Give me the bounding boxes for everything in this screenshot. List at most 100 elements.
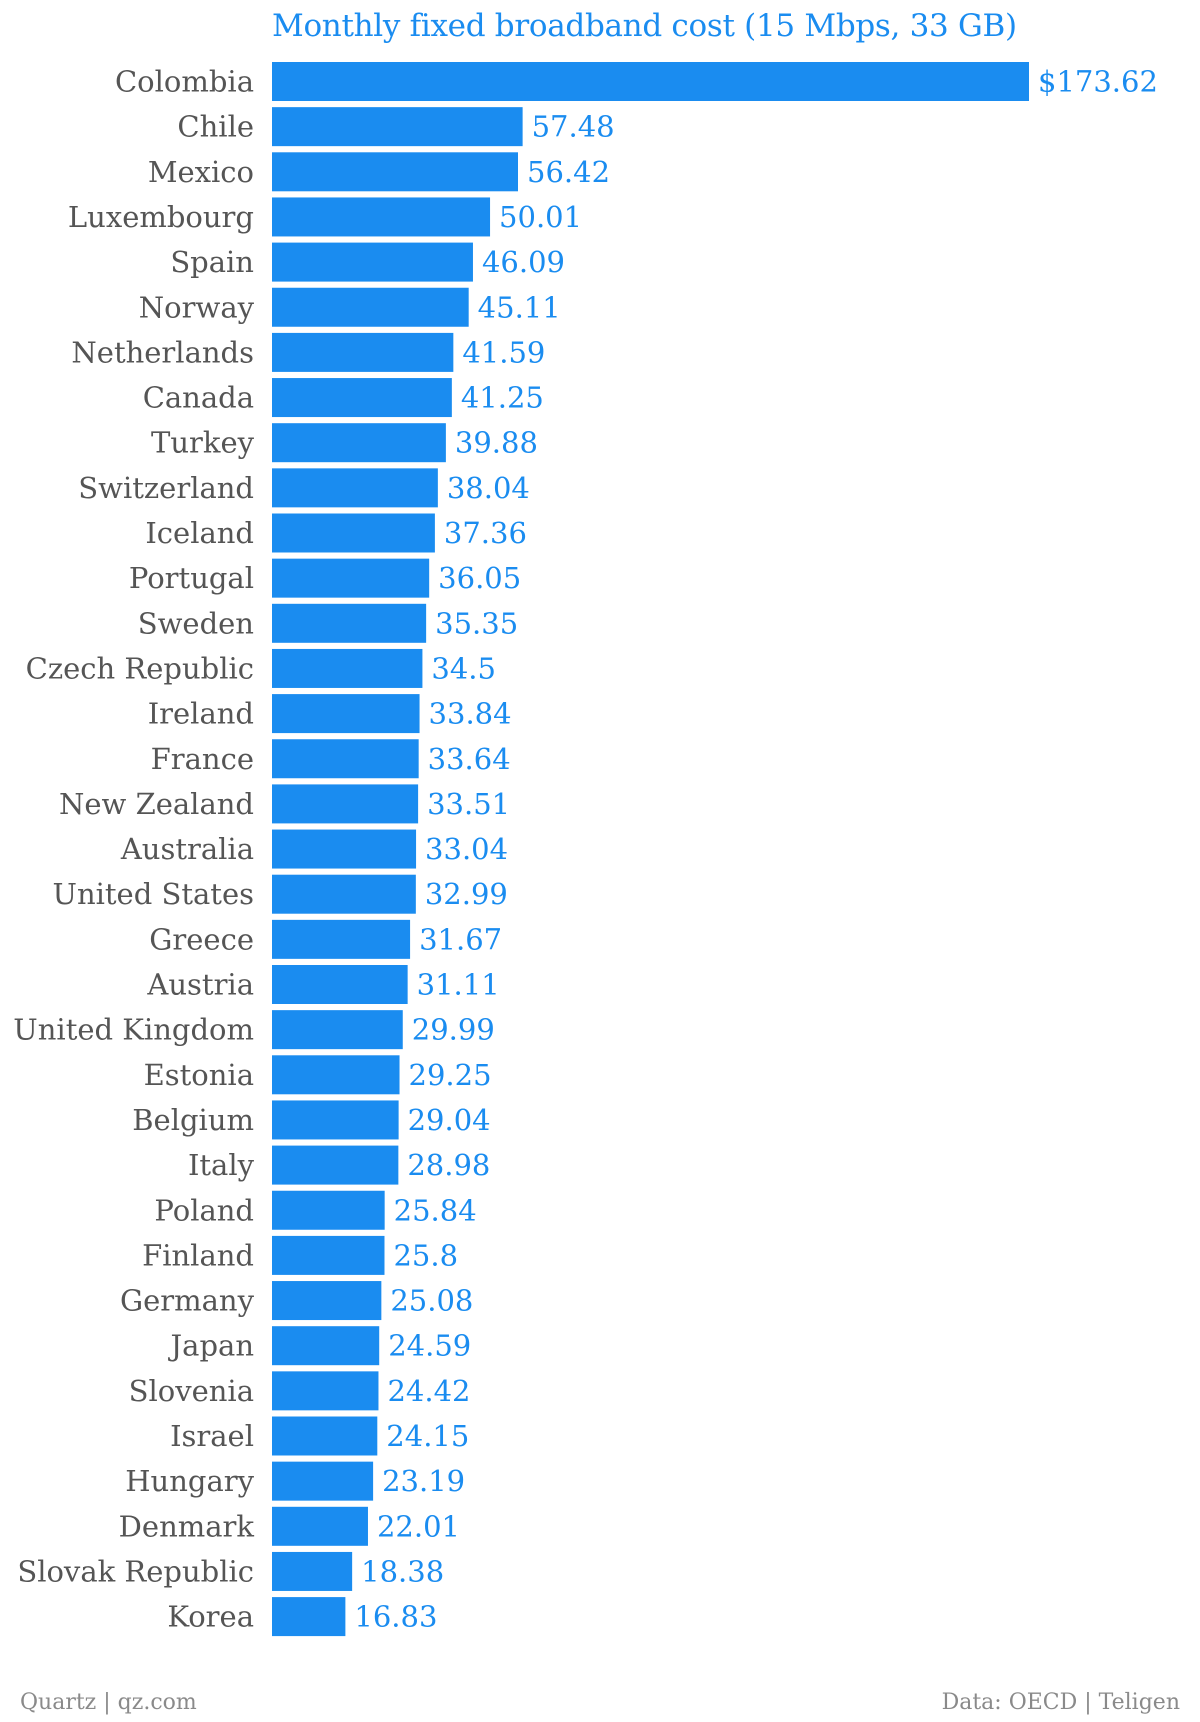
category-label: Turkey bbox=[151, 426, 255, 460]
value-label: 46.09 bbox=[482, 245, 565, 279]
bar-germany bbox=[272, 1281, 382, 1321]
bar-mexico bbox=[272, 152, 518, 192]
value-label: 36.05 bbox=[438, 561, 521, 595]
category-label: New Zealand bbox=[59, 787, 254, 821]
bar-spain bbox=[272, 242, 473, 282]
category-label: Luxembourg bbox=[68, 200, 254, 234]
value-label: 39.88 bbox=[455, 426, 538, 460]
category-label: Estonia bbox=[144, 1058, 254, 1092]
value-label: 28.98 bbox=[407, 1148, 490, 1182]
category-label: Chile bbox=[177, 110, 254, 144]
category-label: Denmark bbox=[119, 1509, 255, 1543]
value-label: 18.38 bbox=[361, 1554, 444, 1588]
bar-israel bbox=[272, 1416, 378, 1456]
value-label: 38.04 bbox=[447, 471, 530, 505]
category-label: Italy bbox=[188, 1148, 255, 1182]
category-label: Japan bbox=[168, 1329, 254, 1363]
category-label: Korea bbox=[167, 1600, 254, 1634]
bar-chile bbox=[272, 107, 523, 147]
category-label: Portugal bbox=[129, 561, 254, 595]
value-label: 35.35 bbox=[435, 606, 518, 640]
category-label: Greece bbox=[149, 922, 254, 956]
value-label: 24.59 bbox=[388, 1329, 471, 1363]
category-label: Canada bbox=[143, 381, 254, 415]
category-label: Belgium bbox=[132, 1103, 254, 1137]
bar-iceland bbox=[272, 513, 435, 553]
value-label: 37.36 bbox=[444, 516, 527, 550]
value-label: 16.83 bbox=[354, 1600, 437, 1634]
value-label: 31.67 bbox=[419, 922, 502, 956]
bar-united-states bbox=[272, 874, 416, 914]
value-label: 29.04 bbox=[408, 1103, 491, 1137]
bar-hungary bbox=[272, 1461, 374, 1501]
bar-switzerland bbox=[272, 468, 438, 508]
value-label: 24.15 bbox=[386, 1419, 469, 1453]
value-label: 25.84 bbox=[394, 1193, 477, 1227]
footer-source-left: Quartz | qz.com bbox=[20, 1690, 197, 1715]
bar-netherlands bbox=[272, 332, 454, 372]
bar-japan bbox=[272, 1326, 380, 1366]
bar-norway bbox=[272, 287, 469, 327]
value-label: 24.42 bbox=[387, 1374, 470, 1408]
category-label: Sweden bbox=[138, 606, 254, 640]
value-label: 31.11 bbox=[417, 968, 500, 1002]
bar-poland bbox=[272, 1190, 385, 1230]
value-label: 41.59 bbox=[462, 335, 545, 369]
bar-slovenia bbox=[272, 1371, 379, 1411]
chart-title: Monthly fixed broadband cost (15 Mbps, 3… bbox=[272, 8, 1017, 44]
bar-greece bbox=[272, 919, 411, 959]
value-label: 25.08 bbox=[390, 1284, 473, 1318]
category-label: Switzerland bbox=[78, 471, 254, 505]
category-label: Netherlands bbox=[71, 335, 254, 369]
bar-austria bbox=[272, 965, 408, 1004]
category-label: Australia bbox=[120, 832, 254, 866]
value-label: 33.64 bbox=[428, 742, 511, 776]
bar-new-zealand bbox=[272, 784, 419, 824]
value-label: 33.04 bbox=[425, 832, 508, 866]
category-label: Czech Republic bbox=[26, 651, 254, 685]
category-label: Germany bbox=[120, 1284, 255, 1318]
category-label: Spain bbox=[170, 245, 254, 279]
category-label: Poland bbox=[154, 1193, 254, 1227]
category-label: Hungary bbox=[125, 1464, 254, 1498]
bar-estonia bbox=[272, 1055, 400, 1095]
footer-source-right: Data: OECD | Teligen bbox=[941, 1690, 1180, 1715]
bar-sweden bbox=[272, 603, 427, 643]
category-label: Norway bbox=[139, 290, 255, 324]
category-label: Ireland bbox=[148, 697, 254, 731]
value-label: 57.48 bbox=[532, 110, 615, 144]
value-label: 33.51 bbox=[427, 787, 510, 821]
category-label: United States bbox=[53, 877, 255, 911]
category-label: Slovak Republic bbox=[17, 1554, 254, 1588]
bar-canada bbox=[272, 378, 452, 418]
bar-portugal bbox=[272, 558, 430, 598]
value-label: 41.25 bbox=[461, 381, 544, 415]
bar-belgium bbox=[272, 1100, 399, 1140]
category-label: Finland bbox=[142, 1238, 254, 1272]
bar-finland bbox=[272, 1235, 385, 1275]
bar-chart: Colombia $173.62 Chile 57.48 Mexico 56.42 Luxe… bbox=[13, 62, 1158, 1637]
value-label: 56.42 bbox=[527, 155, 610, 189]
bar-czech-republic bbox=[272, 648, 423, 688]
bar-united-kingdom bbox=[272, 1010, 403, 1050]
bar-slovak-republic bbox=[272, 1551, 353, 1591]
category-label: Austria bbox=[146, 968, 254, 1002]
value-label: 32.99 bbox=[425, 877, 508, 911]
value-label: 25.8 bbox=[393, 1238, 458, 1272]
value-label: 22.01 bbox=[377, 1509, 460, 1543]
value-label: 45.11 bbox=[478, 290, 561, 324]
value-label: $173.62 bbox=[1038, 65, 1158, 99]
bar-luxembourg bbox=[272, 197, 491, 237]
value-label: 23.19 bbox=[382, 1464, 465, 1498]
category-label: Israel bbox=[170, 1419, 254, 1453]
bar-ireland bbox=[272, 694, 420, 734]
bar-turkey bbox=[272, 423, 446, 463]
bar-australia bbox=[272, 829, 417, 869]
bar-france bbox=[272, 739, 419, 779]
category-label: Iceland bbox=[145, 516, 254, 550]
category-label: France bbox=[151, 742, 254, 776]
value-label: 34.5 bbox=[431, 651, 496, 685]
bar-korea bbox=[272, 1597, 346, 1637]
category-label: Mexico bbox=[148, 155, 254, 189]
value-label: 33.84 bbox=[429, 697, 512, 731]
